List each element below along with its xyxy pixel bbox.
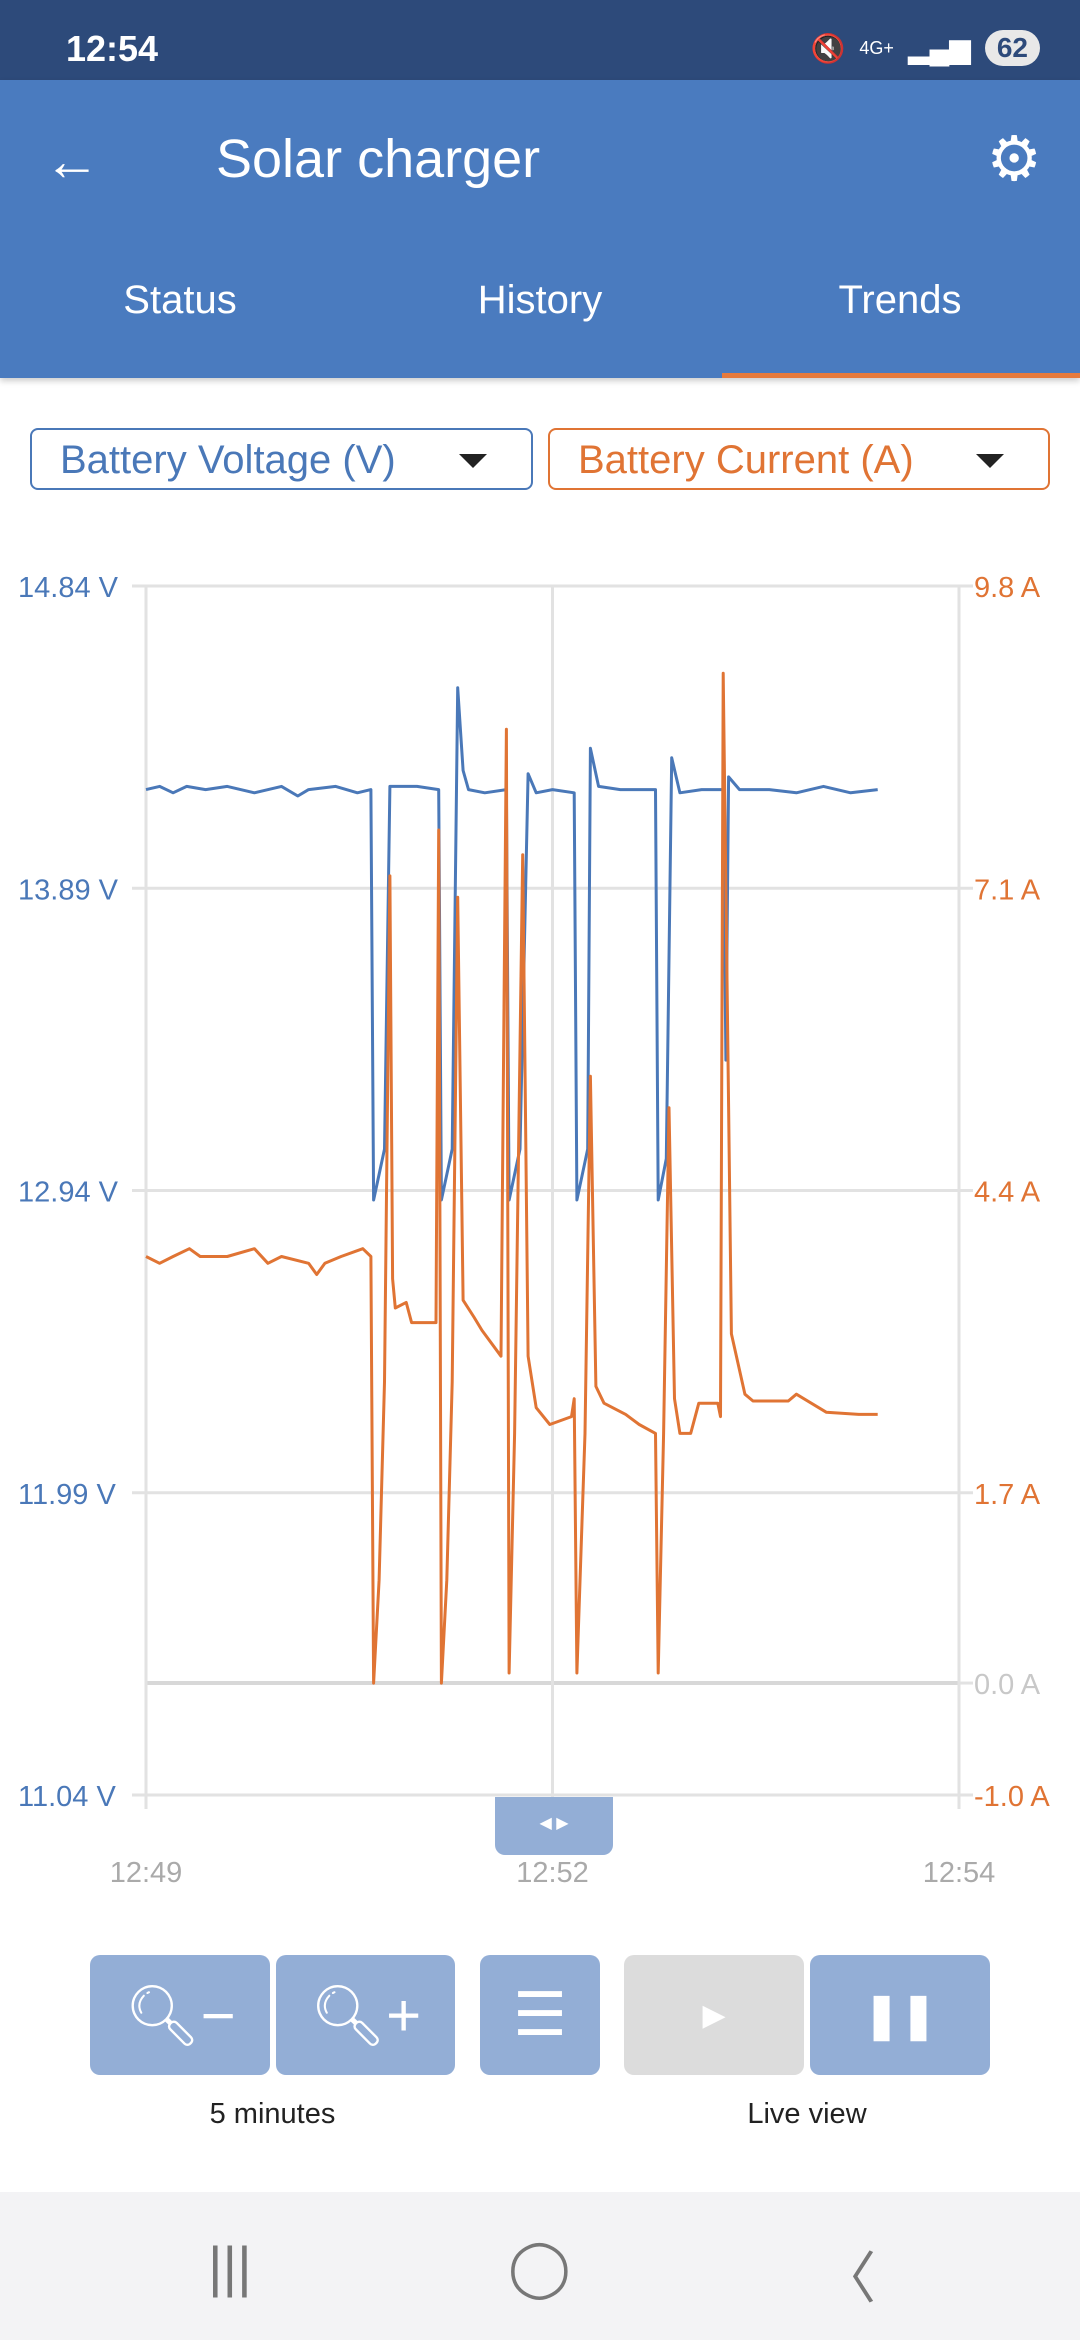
current-series-line: [145, 671, 878, 1685]
voltage-select-label: Battery Voltage (V): [60, 438, 396, 482]
zoom-out-button[interactable]: 🔍︎−: [90, 1955, 270, 2075]
tab-status[interactable]: Status: [123, 278, 237, 322]
app-bar: ← Solar charger ⚙ Status History Trends: [0, 80, 1080, 378]
network-label: 4G+: [859, 37, 894, 58]
battery-indicator: 62: [984, 30, 1040, 66]
pan-arrows-icon: ◀ ▶: [539, 1815, 569, 1832]
x-tick-label: 12:49: [110, 1857, 183, 1889]
play-icon: ▶: [702, 1998, 726, 2032]
trend-chart[interactable]: 14.84 V 13.89 V 12.94 V 11.99 V 11.04 V 9.8 A…: [0, 540, 1080, 1900]
pan-handle[interactable]: ◀ ▶: [495, 1797, 613, 1855]
play-button[interactable]: ▶: [624, 1955, 804, 2075]
recent-apps-icon[interactable]: |||: [208, 2235, 252, 2298]
system-nav-bar: ||| ◯ 〈: [0, 2192, 1080, 2340]
clock: 12:54: [66, 28, 159, 69]
y-right-tick-label: -1.0 A: [974, 1781, 1050, 1813]
x-tick-label: 12:54: [923, 1857, 996, 1889]
tab-history[interactable]: History: [477, 278, 603, 322]
zoom-in-button[interactable]: 🔍︎+: [276, 1955, 455, 2075]
y-left-tick-label: 14.84 V: [18, 572, 119, 604]
current-series-select[interactable]: Battery Current (A): [548, 428, 1050, 490]
back-nav-icon[interactable]: 〈: [820, 2247, 876, 2310]
tab-trends[interactable]: Trends: [838, 278, 962, 322]
pause-icon: ❚❚: [863, 1990, 937, 2040]
home-icon[interactable]: ◯: [508, 2235, 571, 2298]
pause-button[interactable]: ❚❚: [810, 1955, 990, 2075]
y-left-tick-label: 13.89 V: [18, 874, 119, 906]
menu-button[interactable]: ☰: [480, 1955, 600, 2075]
y-right-tick-label: 7.1 A: [974, 874, 1041, 906]
page-title: Solar charger: [216, 129, 541, 189]
mute-icon: 🔇: [810, 32, 846, 64]
active-tab-indicator: [722, 373, 1080, 378]
back-arrow-icon[interactable]: ←: [44, 129, 100, 192]
y-left-tick-label: 12.94 V: [18, 1177, 119, 1209]
current-select-label: Battery Current (A): [578, 438, 914, 482]
y-right-tick-label: 0.0 A: [974, 1669, 1041, 1701]
zoom-in-icon: 🔍︎+: [309, 1981, 422, 2049]
voltage-series-line: [145, 686, 878, 1202]
live-view-label: Live view: [747, 2098, 867, 2130]
y-left-tick-label: 11.99 V: [18, 1479, 116, 1511]
dropdown-arrow-icon: [976, 454, 1004, 468]
signal-icon: ▂▄▆: [907, 32, 971, 64]
voltage-series-select[interactable]: Battery Voltage (V): [30, 428, 533, 490]
y-right-tick-label: 1.7 A: [974, 1479, 1041, 1511]
gear-icon[interactable]: ⚙: [986, 125, 1042, 194]
menu-icon: ☰: [513, 1981, 567, 2048]
x-tick-label: 12:52: [516, 1857, 589, 1889]
y-right-tick-label: 9.8 A: [974, 572, 1041, 604]
dropdown-arrow-icon: [459, 454, 487, 468]
zoom-level-label: 5 minutes: [209, 2098, 336, 2130]
zoom-out-icon: 🔍︎−: [124, 1981, 236, 2049]
status-bar: 12:54 🔇 4G+ ▂▄▆ 62: [0, 0, 1080, 80]
y-left-tick-label: 11.04 V: [18, 1781, 116, 1813]
y-right-tick-label: 4.4 A: [974, 1177, 1041, 1209]
